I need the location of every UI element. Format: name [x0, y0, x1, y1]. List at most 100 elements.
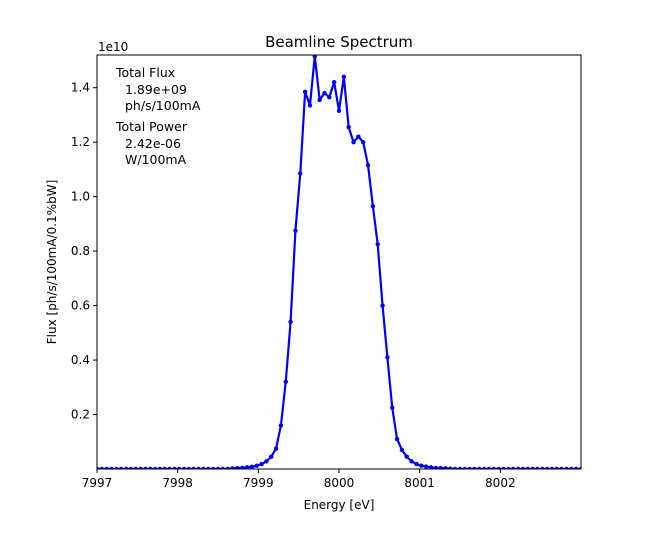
x-tick-label: 7999 [243, 476, 274, 490]
data-point [462, 466, 468, 469]
total-power-value: 2.42e-06 [125, 136, 181, 151]
y-offset-label: 1e10 [98, 40, 128, 54]
y-tick-label: 1.2 [71, 135, 90, 149]
data-point [370, 203, 376, 209]
total-power-unit: W/100mA [125, 152, 187, 167]
x-tick-label: 7997 [82, 476, 113, 490]
data-point [244, 465, 250, 469]
data-point [254, 463, 259, 468]
data-point [225, 466, 230, 469]
data-point [457, 466, 463, 469]
plot-area [97, 55, 581, 469]
data-point [157, 466, 163, 469]
data-point [540, 466, 545, 469]
data-point [448, 466, 453, 469]
data-point [544, 466, 550, 469]
data-point [210, 466, 216, 469]
data-point [409, 459, 414, 464]
data-point [264, 459, 269, 464]
data-point [414, 461, 419, 467]
data-point [515, 466, 521, 469]
data-point [143, 466, 148, 469]
x-tick-label: 8002 [485, 476, 516, 490]
data-point [452, 466, 458, 469]
data-point [269, 454, 274, 459]
data-point [559, 466, 564, 469]
data-point [181, 466, 187, 469]
x-axis: 7997 7998 7999 8000 8001 8002 [82, 469, 516, 490]
data-point [404, 454, 409, 459]
data-point [341, 74, 347, 79]
y-tick-label: 0.2 [71, 408, 90, 422]
data-point [322, 90, 327, 96]
total-power-label: Total Power [115, 119, 188, 134]
data-point [302, 89, 308, 94]
data-point [525, 466, 530, 469]
total-flux-label: Total Flux [115, 65, 175, 80]
data-point [283, 379, 288, 385]
data-point [196, 466, 201, 469]
data-point [578, 466, 581, 469]
data-point [564, 466, 569, 469]
data-point [128, 466, 134, 469]
data-point [491, 466, 497, 469]
data-point [375, 242, 380, 247]
data-point [356, 134, 361, 139]
data-point [114, 466, 119, 469]
data-point [99, 466, 105, 469]
data-point [573, 466, 579, 469]
data-point [249, 464, 255, 469]
data-point [312, 55, 317, 59]
data-point [423, 464, 429, 469]
data-point [511, 466, 516, 469]
data-point [215, 466, 221, 469]
x-axis-label: Energy [eV] [304, 498, 375, 512]
data-point [433, 465, 438, 469]
data-point [177, 466, 182, 469]
data-point [172, 466, 177, 469]
y-tick-label: 1.4 [71, 81, 90, 95]
data-point [109, 466, 114, 469]
y-tick-label: 0.8 [71, 244, 90, 258]
data-point [327, 95, 332, 100]
data-point [336, 108, 342, 114]
data-point [152, 466, 158, 469]
data-point [554, 466, 559, 469]
data-point [506, 466, 511, 469]
data-point [351, 139, 356, 145]
data-point [361, 139, 366, 145]
data-point [482, 466, 487, 469]
data-point [298, 171, 303, 176]
data-point [390, 405, 395, 410]
data-point [520, 466, 526, 469]
data-point [394, 436, 400, 442]
data-point [549, 466, 555, 469]
data-point [220, 466, 226, 469]
data-point [230, 466, 235, 469]
data-point [206, 466, 211, 469]
data-point [331, 80, 337, 85]
x-tick-label: 7998 [162, 476, 193, 490]
data-point [119, 466, 124, 469]
data-point [138, 466, 143, 469]
data-point [419, 463, 424, 468]
data-point [569, 466, 574, 469]
data-point [148, 466, 153, 469]
data-point [186, 466, 192, 469]
y-tick-label: 0.4 [71, 353, 90, 367]
data-point [467, 466, 472, 469]
data-point [97, 466, 100, 469]
data-point [477, 466, 482, 469]
data-point [167, 466, 172, 469]
data-point [104, 466, 109, 469]
axes-frame [96, 54, 582, 470]
data-point [496, 466, 501, 469]
data-point [365, 163, 371, 168]
total-flux-unit: ph/s/100mA [125, 98, 201, 113]
data-point [346, 124, 351, 130]
data-point [259, 461, 264, 467]
chart-title: Beamline Spectrum [265, 33, 413, 51]
data-point [293, 228, 298, 233]
y-tick-label: 1.0 [71, 190, 90, 204]
